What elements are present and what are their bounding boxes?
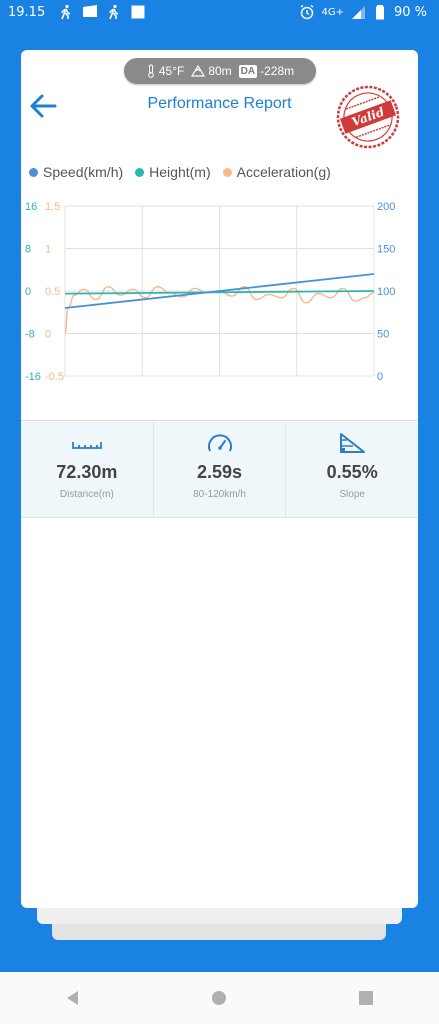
tick-label-speed: 200: [377, 201, 395, 213]
stat-value: 2.59s: [196, 462, 243, 482]
tick-label-acceleration: 0: [45, 329, 51, 341]
system-nav-bar: [0, 972, 439, 1024]
image-icon: [83, 5, 97, 17]
temperature-value: 45°F: [158, 64, 185, 78]
stat-value: 0.55%: [326, 462, 378, 482]
tick-label-height: 16: [25, 201, 37, 213]
tick-label-acceleration: 1: [45, 244, 51, 256]
valid-stamp: Valid: [336, 85, 400, 149]
performance-chart: 16 8 0 -8 -16 1.5 1 0.5 0 -0.5 200 150 100 50 0: [25, 201, 395, 383]
tick-label-speed: 50: [377, 329, 389, 341]
tick-label-height: 0: [25, 286, 31, 298]
legend-item: Height(m): [135, 164, 211, 180]
square-icon: [131, 5, 145, 19]
legend-item: Speed(km/h): [29, 164, 123, 180]
stat-label: Slope: [339, 489, 365, 500]
section-divider: [21, 420, 418, 421]
stamp-text: Valid: [350, 104, 387, 129]
legend-label: Speed(km/h): [43, 164, 124, 180]
legend-item: Acceleration(g): [222, 164, 331, 180]
tick-label-height: -8: [25, 329, 35, 341]
legend-dot: [222, 167, 232, 177]
card-stack-back: [52, 922, 386, 940]
stats-row: 72.30m Distance(m) 2.59s 80-120km/h 0.55…: [21, 422, 418, 518]
back-arrow-icon[interactable]: [27, 90, 59, 122]
status-time: 19.15: [8, 5, 46, 20]
alarm-icon: [301, 4, 314, 20]
signal-icon: [351, 6, 365, 19]
status-bar: 19.15 4G+ 90 %: [0, 0, 439, 26]
series-line-height: [64, 290, 375, 295]
tick-label-acceleration: -0.5: [45, 371, 64, 383]
walk-icon: [61, 4, 71, 20]
legend-dot: [135, 167, 145, 177]
card-stack-middle: [37, 906, 402, 924]
tick-label-speed: 100: [377, 286, 395, 298]
chart-ticks: 16 8 0 -8 -16 1.5 1 0.5 0 -0.5 200 150 100 50 0: [25, 201, 395, 383]
back-nav-icon[interactable]: [63, 988, 83, 1008]
slope-icon: [340, 433, 366, 453]
tick-label-speed: 0: [377, 371, 383, 383]
tick-label-acceleration: 0.5: [45, 286, 60, 298]
page-title: Performance Report: [147, 95, 292, 112]
battery-level: 90 %: [393, 4, 427, 20]
series-line-speed: [64, 273, 375, 309]
tick-label-height: -16: [25, 371, 41, 383]
tick-label-speed: 150: [377, 244, 395, 256]
stat-label: 80-120km/h: [193, 489, 246, 500]
battery-icon: [375, 5, 384, 20]
report-card: 45°F 80m DA -228m Performance Report Val…: [21, 50, 418, 908]
speedometer-icon: [207, 434, 232, 452]
tick-label-acceleration: 1.5: [45, 201, 60, 213]
ruler-icon: [71, 442, 102, 449]
mountain-icon: [191, 65, 206, 77]
stat-slope: 0.55% Slope: [285, 422, 418, 517]
recents-nav-icon[interactable]: [356, 988, 376, 1008]
walk-icon: [109, 4, 119, 20]
chart-lines: [64, 273, 375, 335]
stat-time: 2.59s 80-120km/h: [152, 422, 286, 517]
home-nav-icon[interactable]: [209, 988, 229, 1008]
network-type: 4G+: [321, 6, 344, 18]
da-badge: DA: [238, 64, 258, 78]
altitude-value: 80m: [208, 64, 232, 78]
legend-label: Acceleration(g): [236, 164, 331, 180]
stat-value: 72.30m: [56, 462, 118, 482]
environment-pill: 45°F 80m DA -228m: [124, 58, 316, 84]
legend-dot: [29, 167, 38, 177]
thermometer-icon: [148, 64, 154, 78]
legend-label: Height(m): [149, 164, 211, 180]
density-altitude-value: -228m: [260, 64, 295, 78]
stat-label: Distance(m): [59, 489, 114, 500]
tick-label-height: 8: [25, 244, 31, 256]
chart-legend: Speed(km/h) Height(m) Acceleration(g): [29, 164, 331, 180]
stat-distance: 72.30m Distance(m): [21, 422, 153, 517]
